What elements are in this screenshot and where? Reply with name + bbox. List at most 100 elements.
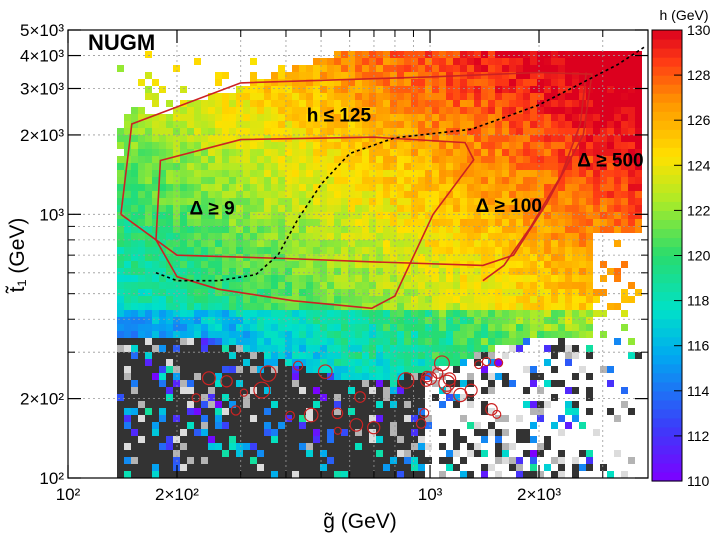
heatmap-cell xyxy=(271,450,278,457)
heatmap-cell xyxy=(418,331,425,338)
heatmap-cell xyxy=(586,72,593,79)
heatmap-cell xyxy=(299,338,306,345)
heatmap-cell xyxy=(530,58,537,65)
heatmap-cell xyxy=(579,142,586,149)
heatmap-cell xyxy=(201,450,208,457)
heatmap-cell xyxy=(488,317,495,324)
heatmap-cell xyxy=(481,128,488,135)
heatmap-cell xyxy=(180,100,187,107)
heatmap-cell xyxy=(187,170,194,177)
heatmap-cell xyxy=(586,254,593,261)
heatmap-cell xyxy=(376,387,383,394)
heatmap-cell xyxy=(432,317,439,324)
heatmap-cell xyxy=(439,142,446,149)
heatmap-cell xyxy=(621,219,628,226)
heatmap-cell xyxy=(159,317,166,324)
heatmap-cell xyxy=(152,359,159,366)
heatmap-cell xyxy=(369,163,376,170)
heatmap-cell xyxy=(362,415,369,422)
heatmap-cell xyxy=(187,100,194,107)
heatmap-cell xyxy=(453,366,460,373)
heatmap-cell xyxy=(334,338,341,345)
heatmap-cell xyxy=(495,65,502,72)
heatmap-cell xyxy=(159,296,166,303)
heatmap-cell xyxy=(355,205,362,212)
heatmap-cell xyxy=(523,86,530,93)
heatmap-cell xyxy=(250,324,257,331)
heatmap-cell xyxy=(404,86,411,93)
heatmap-cell xyxy=(320,163,327,170)
heatmap-cell xyxy=(362,324,369,331)
heatmap-cell xyxy=(327,93,334,100)
heatmap-cell xyxy=(600,121,607,128)
heatmap-cell xyxy=(313,359,320,366)
heatmap-cell xyxy=(537,240,544,247)
heatmap-cell xyxy=(313,149,320,156)
heatmap-cell xyxy=(607,471,614,478)
heatmap-cell xyxy=(180,233,187,240)
heatmap-cell xyxy=(187,156,194,163)
heatmap-cell xyxy=(222,149,229,156)
heatmap-cell xyxy=(250,380,257,387)
heatmap-cell xyxy=(404,324,411,331)
heatmap-cell xyxy=(467,401,474,408)
heatmap-cell xyxy=(159,121,166,128)
heatmap-cell xyxy=(439,100,446,107)
heatmap-cell xyxy=(313,331,320,338)
heatmap-cell xyxy=(600,177,607,184)
heatmap-cell xyxy=(306,387,313,394)
heatmap-cell xyxy=(299,79,306,86)
heatmap-cell xyxy=(320,457,327,464)
colorbar-band xyxy=(652,219,682,230)
colorbar-tick-label: 116 xyxy=(687,338,710,354)
heatmap-cell xyxy=(544,226,551,233)
heatmap-cell xyxy=(278,436,285,443)
heatmap-cell xyxy=(180,471,187,478)
heatmap-cell xyxy=(376,324,383,331)
heatmap-cell xyxy=(369,450,376,457)
heatmap-cell xyxy=(614,275,621,282)
heatmap-cell xyxy=(117,352,124,359)
heatmap-cell xyxy=(516,72,523,79)
heatmap-cell xyxy=(369,226,376,233)
heatmap-cell xyxy=(285,394,292,401)
heatmap-cell xyxy=(502,429,509,436)
heatmap-cell xyxy=(201,198,208,205)
colorbar-band xyxy=(652,111,682,121)
heatmap-cell xyxy=(376,359,383,366)
heatmap-cell xyxy=(348,366,355,373)
heatmap-cell xyxy=(355,310,362,317)
heatmap-cell xyxy=(264,142,271,149)
heatmap-cell xyxy=(439,86,446,93)
heatmap-cell xyxy=(194,142,201,149)
heatmap-cell xyxy=(628,226,635,233)
heatmap-cell xyxy=(544,443,551,450)
heatmap-cell xyxy=(278,142,285,149)
heatmap-cell xyxy=(572,303,579,310)
heatmap-cell xyxy=(271,163,278,170)
heatmap-cell xyxy=(264,415,271,422)
heatmap-cell xyxy=(614,205,621,212)
heatmap-cell xyxy=(124,114,131,121)
heatmap-cell xyxy=(271,464,278,471)
heatmap-cell xyxy=(334,289,341,296)
heatmap-cell xyxy=(551,156,558,163)
heatmap-cell xyxy=(467,163,474,170)
heatmap-cell xyxy=(306,401,313,408)
heatmap-cell xyxy=(572,198,579,205)
heatmap-cell xyxy=(257,212,264,219)
heatmap-cell xyxy=(299,317,306,324)
heatmap-cell xyxy=(201,142,208,149)
heatmap-cell xyxy=(131,415,138,422)
heatmap-cell xyxy=(586,177,593,184)
heatmap-cell xyxy=(544,72,551,79)
heatmap-cell xyxy=(334,170,341,177)
heatmap-cell xyxy=(383,65,390,72)
heatmap-cell xyxy=(411,198,418,205)
heatmap-cell xyxy=(152,457,159,464)
heatmap-cell xyxy=(285,100,292,107)
heatmap-cell xyxy=(530,380,537,387)
heatmap-cell xyxy=(376,429,383,436)
heatmap-cell xyxy=(397,142,404,149)
heatmap-cell xyxy=(593,198,600,205)
